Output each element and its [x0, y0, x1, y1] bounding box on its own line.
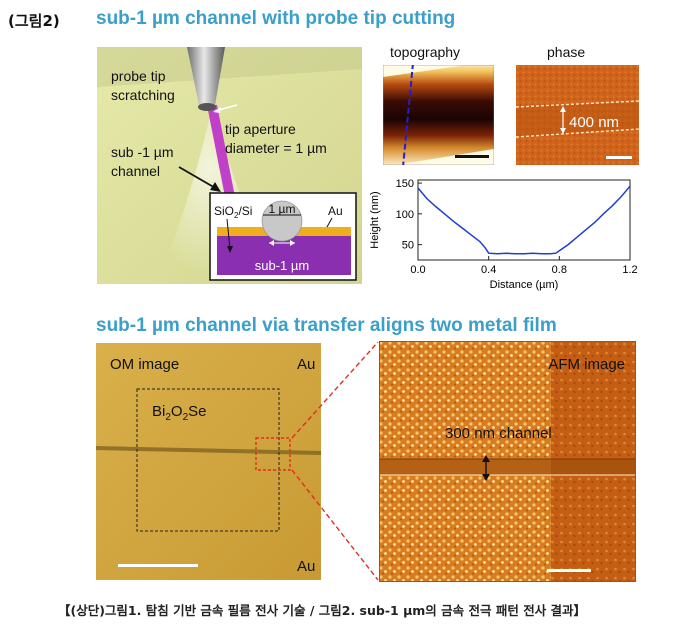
phase-image: 400 nm [516, 65, 639, 165]
channel-width-label: 300 nm channel [445, 425, 552, 442]
om-label: OM image [110, 356, 179, 373]
om-scale-bar [118, 564, 198, 567]
zoom-region-box [255, 437, 291, 471]
figure-caption: 【(상단)그림1. 탐침 기반 금속 필름 전사 기술 / 그림2. sub-1… [58, 603, 587, 618]
profile-y-axis-label: Height (nm) [369, 191, 381, 248]
probe-schematic: probe tip scratching tip aperture diamet… [97, 47, 362, 284]
channel-stripe [207, 105, 237, 207]
material-label: Bi2O2Se [152, 403, 207, 423]
phase-width-label: 400 nm [569, 114, 619, 131]
top-section-title: sub-1 µm channel with probe tip cutting [96, 8, 456, 29]
phase-title: phase [547, 44, 586, 60]
inset-metal-label: Au [328, 204, 343, 218]
channel-label-1: sub -1 µm [111, 144, 174, 160]
inset-gap-label: sub-1 µm [255, 258, 309, 273]
profile-x-tick-label: 1.2 [622, 264, 637, 276]
topography-scale-bar [455, 155, 489, 158]
profile-x-tick-label: 0.4 [481, 264, 496, 276]
au-bottom-label: Au [297, 558, 315, 575]
aperture-label-2: diameter = 1 µm [225, 140, 327, 156]
flake-outline [136, 388, 280, 532]
profile-series-line [417, 185, 631, 255]
om-image: OM image Au Au Bi2O2Se [96, 343, 321, 580]
bottom-section-title: sub-1 µm channel via transfer aligns two… [96, 315, 557, 336]
probe-tip [187, 47, 225, 109]
profile-y-tick-label: 100 [396, 209, 414, 221]
height-profile-chart: 0.0 0.4 0.8 1.2 50 100 150 Distance (µm) Heigh… [369, 178, 638, 291]
channel-label-2: channel [111, 163, 160, 179]
inset-substrate-label: SiO2/Si [214, 204, 252, 220]
profile-x-tick-label: 0.0 [410, 264, 425, 276]
profile-y-tick-label: 150 [396, 178, 414, 190]
afm-scale-bar [547, 569, 591, 572]
topography-title: topography [390, 44, 461, 60]
channel-arrow [178, 166, 218, 190]
figure-label: (그림2) [8, 12, 60, 30]
au-top-label: Au [297, 356, 315, 373]
probe-label-2: scratching [111, 87, 175, 103]
aperture-label-1: tip aperture [225, 121, 296, 137]
probe-label-1: probe tip [111, 68, 166, 84]
phase-scale-bar [606, 156, 632, 159]
profile-plot-frame [417, 179, 631, 261]
profile-x-axis-label: Distance (µm) [490, 279, 559, 291]
zoom-connector [291, 341, 379, 581]
inset-tip-label: 1 µm [269, 202, 296, 216]
afm-label: AFM image [548, 356, 625, 373]
profile-x-tick-label: 0.8 [552, 264, 567, 276]
cross-section-inset: 1 µm SiO2/Si Au sub-1 µm [209, 192, 357, 281]
profile-y-tick-label: 50 [402, 240, 414, 252]
topography-image [383, 65, 494, 165]
afm-image: AFM image 300 nm channel [379, 341, 636, 582]
